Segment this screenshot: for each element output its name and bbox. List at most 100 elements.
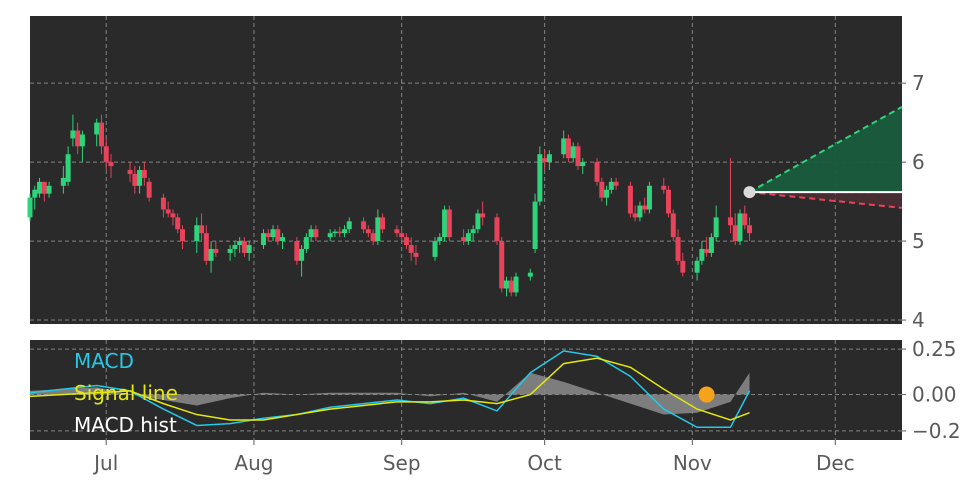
candle-body-2020-10-16 — [613, 181, 619, 186]
candle-2020-07-29 — [237, 237, 243, 253]
crossover-marker — [698, 386, 715, 403]
candle-body-2020-09-10 — [442, 209, 448, 238]
candle-body-2020-09-16 — [470, 229, 476, 234]
candle-2020-09-03 — [408, 237, 414, 261]
candle-body-2020-08-27 — [375, 217, 381, 242]
candle-2020-10-01 — [542, 150, 548, 170]
candle-2020-09-02 — [403, 233, 409, 249]
candle-body-2020-08-19 — [337, 231, 343, 234]
candle-2020-10-21 — [637, 201, 643, 222]
candle-2020-07-20 — [194, 217, 200, 253]
candle-body-2020-06-23 — [65, 154, 71, 182]
candle-2020-07-01 — [103, 138, 109, 170]
candle-body-2020-06-25 — [75, 130, 81, 147]
candle-body-2020-08-03 — [260, 233, 266, 246]
candle-body-2020-10-15 — [608, 181, 614, 190]
candle-body-2020-10-28 — [670, 213, 676, 238]
candle-2020-08-20 — [341, 225, 347, 238]
candle-2020-10-05 — [561, 130, 567, 159]
candle-2020-11-03 — [699, 241, 705, 265]
candle-body-2020-09-28 — [527, 272, 533, 277]
candle-body-2020-08-18 — [332, 231, 338, 234]
macd-ytick-label-0: 0.25 — [912, 337, 957, 361]
candle-2020-08-17 — [327, 229, 333, 242]
macd-panel: 0.25 0.00 −0.2 MACD Signal line MACD hist — [29, 337, 961, 443]
candle-body-2020-09-21 — [494, 217, 500, 242]
candle-body-2020-06-26 — [79, 134, 85, 147]
candle-2020-10-06 — [565, 134, 571, 163]
candle-body-2020-09-15 — [465, 233, 471, 242]
candle-body-2020-07-17 — [179, 229, 185, 242]
candle-body-2020-10-09 — [580, 162, 586, 167]
candle-body-2020-07-24 — [213, 248, 219, 253]
x-tick-label-0: Jul — [92, 451, 118, 475]
candle-body-2020-09-14 — [461, 237, 467, 242]
candle-2020-08-07 — [280, 233, 286, 249]
candle-2020-09-18 — [480, 201, 486, 226]
candle-2020-09-28 — [527, 268, 533, 281]
candle-body-2020-09-18 — [480, 213, 486, 218]
candle-body-2020-11-03 — [699, 248, 705, 261]
last-close-marker — [743, 186, 756, 199]
candle-2020-06-24 — [70, 114, 76, 147]
forecast-cone — [743, 105, 903, 209]
candle-body-2020-11-11 — [737, 213, 743, 242]
candle-body-2020-06-22 — [60, 177, 66, 186]
signal-line — [29, 357, 750, 421]
candle-2020-10-14 — [604, 185, 610, 206]
candle-body-2020-10-21 — [637, 205, 643, 218]
candle-body-2020-10-29 — [675, 237, 681, 261]
candle-body-2020-10-13 — [599, 181, 605, 198]
candle-2020-08-13 — [308, 225, 314, 242]
candle-body-2020-06-24 — [70, 130, 76, 139]
candle-2020-10-20 — [632, 205, 638, 222]
candle-body-2020-06-30 — [98, 122, 104, 147]
candle-body-2020-09-23 — [504, 280, 510, 289]
candle-body-2020-08-10 — [294, 241, 300, 261]
macd-y-axis: 0.25 0.00 −0.2 — [902, 337, 961, 443]
candle-body-2020-07-09 — [141, 170, 147, 178]
candle-body-2020-09-25 — [513, 276, 519, 293]
legend-entry-1: Signal line — [74, 381, 178, 405]
macd-panel-background — [30, 340, 902, 440]
candle-2020-07-07 — [132, 166, 138, 194]
candle-2020-08-26 — [370, 229, 376, 246]
candle-body-2020-09-22 — [499, 241, 505, 289]
candle-body-2020-08-28 — [380, 217, 386, 230]
candle-body-2020-08-06 — [275, 229, 281, 242]
candle-2020-07-24 — [213, 241, 219, 257]
candle-2020-07-30 — [241, 237, 247, 257]
macd-line — [29, 350, 751, 429]
candle-2020-11-13 — [747, 217, 753, 242]
candle-body-2020-09-09 — [437, 237, 443, 242]
legend-entry-2: MACD hist — [74, 413, 177, 437]
candle-body-2020-07-22 — [203, 233, 209, 261]
macd-hist-area — [30, 372, 750, 415]
macd-series — [29, 350, 751, 429]
candle-2020-08-25 — [365, 225, 371, 238]
candle-2020-09-01 — [399, 229, 405, 242]
candle-body-2020-07-27 — [227, 248, 233, 253]
candle-2020-06-22 — [60, 166, 66, 194]
candle-body-2020-09-17 — [475, 213, 481, 230]
price-ytick-label-3: 7 — [912, 71, 925, 95]
candle-body-2020-09-03 — [408, 245, 414, 253]
candle-body-2020-08-17 — [327, 233, 333, 238]
candle-2020-10-09 — [580, 158, 586, 174]
candle-body-2020-09-29 — [532, 201, 538, 249]
candle-2020-09-25 — [513, 272, 519, 297]
x-tick-label-4: Nov — [673, 451, 712, 475]
candle-2020-08-21 — [346, 217, 352, 234]
candle-2020-07-09 — [141, 162, 147, 186]
candle-2020-07-14 — [165, 201, 171, 218]
candle-2020-10-29 — [675, 229, 681, 265]
candle-body-2020-07-07 — [132, 173, 138, 186]
candle-2020-10-12 — [594, 158, 600, 186]
candle-body-2020-09-08 — [432, 241, 438, 257]
price-y-axis: 4 5 6 7 — [902, 71, 925, 332]
candle-2020-10-30 — [680, 252, 686, 277]
candle-2020-10-13 — [599, 177, 605, 202]
candle-body-2020-06-15 — [27, 197, 33, 218]
candle-body-2020-10-19 — [627, 185, 633, 214]
candle-body-2020-07-06 — [127, 170, 133, 174]
